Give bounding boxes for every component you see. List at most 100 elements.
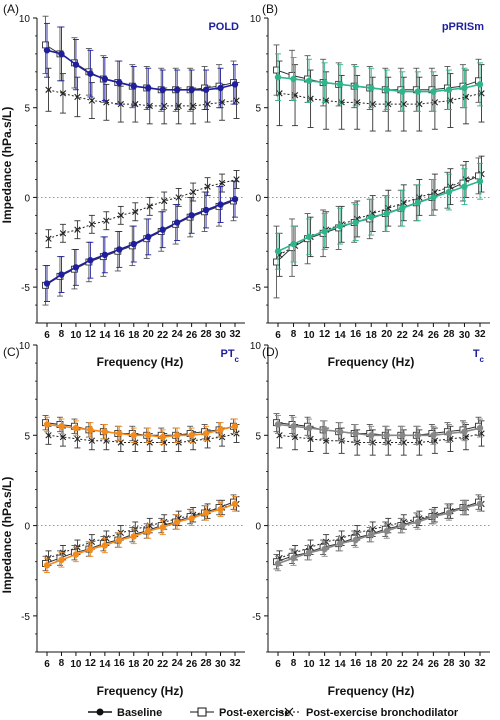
marker-baseline (202, 86, 210, 93)
marker-baseline (72, 61, 80, 68)
marker-bronchodilator (59, 230, 67, 237)
series-baseline_upper (43, 416, 239, 445)
x-tick-label: 30 (215, 330, 227, 341)
marker-baseline (321, 545, 328, 553)
marker-baseline (352, 536, 359, 544)
x-tick-label: 26 (186, 659, 198, 670)
marker-baseline (116, 536, 123, 544)
x-tick-label: 14 (335, 659, 347, 670)
x-tick-label: 10 (304, 659, 316, 670)
x-tick-label: 12 (319, 329, 331, 340)
marker-baseline (173, 86, 181, 93)
marker-baseline (461, 428, 468, 435)
x-tick-label: 24 (172, 658, 184, 669)
marker-baseline (188, 432, 195, 439)
series-baseline_lower (274, 496, 484, 572)
marker-bronchodilator (88, 437, 96, 444)
marker-bronchodilator (45, 235, 52, 242)
marker-baseline (305, 233, 313, 241)
x-tick-label: 18 (366, 659, 378, 670)
legend-item-post-exercise: Post-exercise (190, 707, 291, 719)
x-tick-label: 6 (44, 659, 50, 670)
marker-baseline (130, 240, 137, 248)
series-baseline_lower (43, 180, 239, 302)
marker-baseline (274, 248, 282, 255)
marker-baseline (217, 506, 224, 513)
x-tick-label: 32 (474, 658, 486, 669)
marker-baseline (130, 432, 137, 439)
x-tick-label: 26 (428, 330, 440, 341)
x-tick-label: 8 (59, 329, 65, 340)
panel-title-subscript: c (235, 355, 240, 364)
marker-baseline (231, 196, 239, 203)
marker-bronchodilator (74, 93, 81, 101)
marker-baseline (305, 424, 313, 432)
series-line (48, 89, 237, 107)
marker-baseline (383, 210, 390, 217)
marker-baseline (476, 81, 484, 88)
x-tick-label: 32 (229, 658, 241, 669)
y-tick-label: 5 (255, 104, 261, 115)
marker-baseline (383, 432, 390, 439)
marker-bronchodilator (146, 203, 153, 210)
marker-baseline (336, 428, 344, 435)
x-tick-label: 12 (85, 658, 97, 669)
marker-baseline (476, 424, 484, 432)
x-tick-label: 30 (215, 659, 227, 670)
series-line (48, 503, 237, 559)
marker-baseline (305, 549, 313, 556)
marker-baseline (430, 432, 437, 439)
x-tick-label: 6 (44, 330, 50, 341)
marker-baseline (305, 77, 313, 84)
x-tick-label: 16 (350, 658, 362, 669)
marker-baseline (274, 421, 282, 428)
marker-baseline (145, 432, 152, 439)
panel-letter: (A) (3, 2, 19, 16)
marker-baseline (430, 194, 437, 201)
marker-bronchodilator (59, 90, 67, 97)
x-tick-label: 22 (157, 330, 169, 341)
marker-baseline (414, 432, 422, 439)
marker-baseline (399, 88, 406, 95)
x-tick-label: 28 (201, 658, 213, 669)
y-tick-label: -5 (252, 612, 261, 623)
marker-baseline (430, 513, 437, 520)
marker-baseline (217, 84, 224, 92)
x-tick-label: 22 (157, 659, 169, 670)
marker-baseline (145, 233, 152, 241)
x-tick-label: 10 (70, 659, 82, 670)
x-tick-label: 14 (335, 330, 347, 341)
marker-baseline (159, 226, 166, 233)
marker-baseline (274, 560, 282, 567)
marker-baseline (414, 199, 422, 206)
x-tick-label: 8 (291, 329, 297, 340)
x-tick-label: 20 (143, 329, 155, 340)
marker-baseline (383, 86, 390, 93)
y-tick-label: 10 (19, 14, 31, 25)
x-tick-label: 32 (474, 329, 486, 340)
marker-baseline (130, 533, 137, 540)
marker-baseline (58, 556, 65, 564)
marker-baseline (352, 82, 359, 90)
marker-baseline (159, 433, 166, 441)
marker-baseline (58, 50, 65, 58)
marker-bronchodilator (74, 226, 81, 233)
x-tick-label: 12 (319, 658, 331, 669)
marker-baseline (217, 426, 224, 434)
series-baseline_lower (43, 496, 239, 573)
marker-baseline (159, 524, 166, 531)
marker-baseline (43, 280, 51, 287)
marker-baseline (72, 264, 80, 271)
panel-title: PTc (220, 348, 239, 364)
panel-letter: (B) (262, 2, 278, 16)
y-tick-label: 10 (250, 14, 262, 25)
marker-baseline (383, 527, 390, 535)
panel-letter: (C) (3, 345, 20, 359)
x-tick-label: 28 (201, 329, 213, 340)
x-tick-label: 18 (128, 330, 140, 341)
series-line (45, 44, 234, 91)
marker-baseline (231, 81, 239, 88)
series-line (48, 178, 237, 240)
